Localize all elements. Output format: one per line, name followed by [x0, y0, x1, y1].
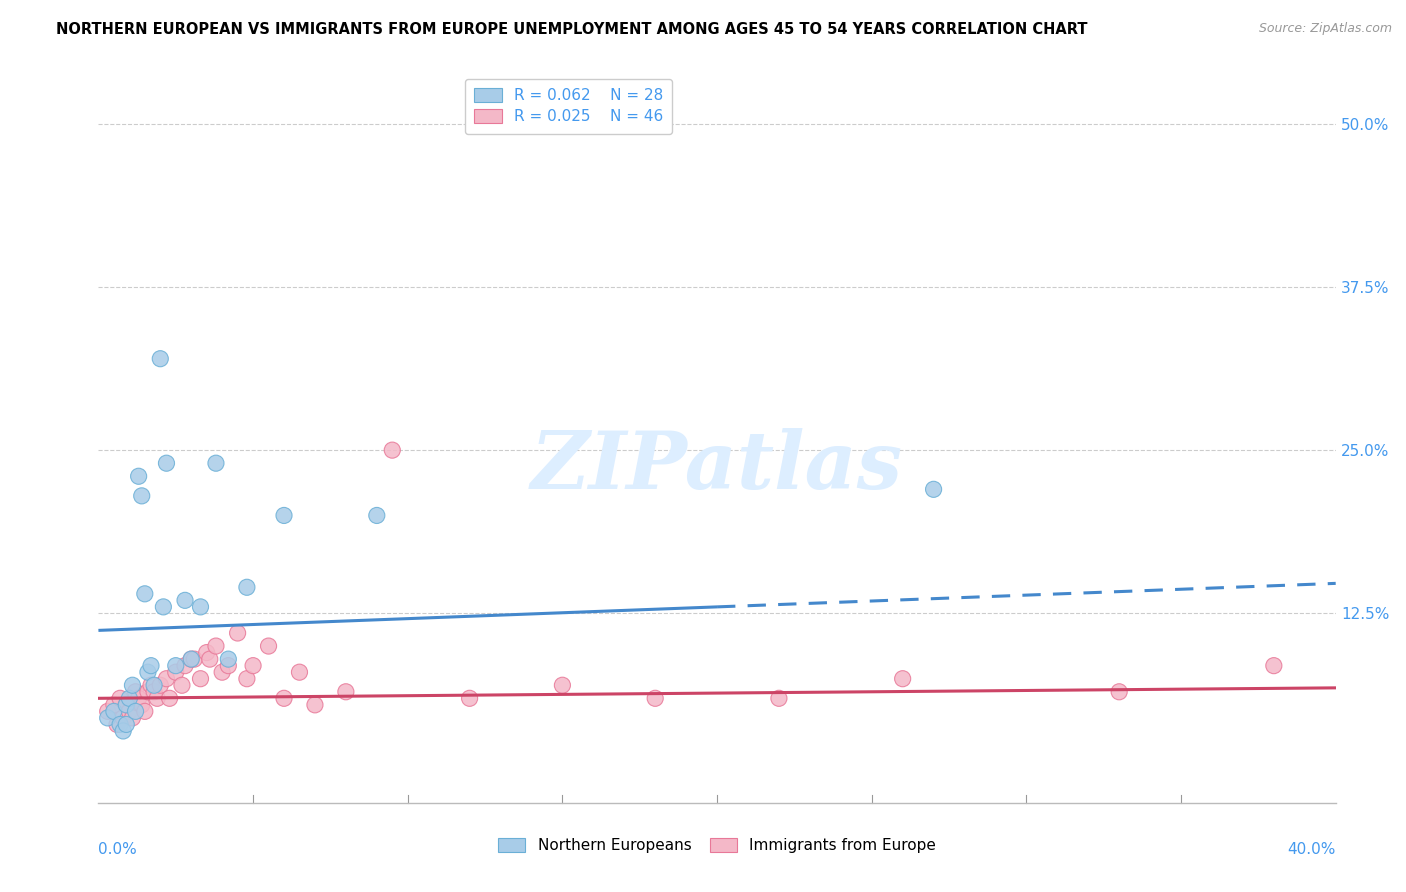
Ellipse shape [100, 710, 115, 726]
Ellipse shape [149, 690, 166, 706]
Ellipse shape [134, 488, 150, 504]
Ellipse shape [128, 684, 143, 700]
Legend: Northern Europeans, Immigrants from Europe: Northern Europeans, Immigrants from Euro… [491, 830, 943, 861]
Ellipse shape [177, 592, 193, 608]
Ellipse shape [146, 684, 162, 700]
Ellipse shape [368, 508, 385, 524]
Ellipse shape [554, 677, 571, 693]
Ellipse shape [894, 671, 911, 687]
Ellipse shape [105, 703, 122, 720]
Ellipse shape [134, 697, 150, 713]
Ellipse shape [239, 671, 254, 687]
Ellipse shape [124, 710, 141, 726]
Ellipse shape [105, 697, 122, 713]
Ellipse shape [177, 657, 193, 673]
Ellipse shape [121, 690, 138, 706]
Ellipse shape [201, 651, 218, 667]
Ellipse shape [167, 665, 184, 681]
Ellipse shape [131, 690, 146, 706]
Ellipse shape [221, 657, 236, 673]
Ellipse shape [159, 671, 174, 687]
Ellipse shape [152, 677, 169, 693]
Ellipse shape [146, 677, 162, 693]
Ellipse shape [139, 665, 156, 681]
Ellipse shape [245, 657, 262, 673]
Text: Source: ZipAtlas.com: Source: ZipAtlas.com [1258, 22, 1392, 36]
Ellipse shape [208, 638, 224, 654]
Ellipse shape [221, 651, 236, 667]
Ellipse shape [118, 697, 135, 713]
Ellipse shape [307, 697, 323, 713]
Ellipse shape [139, 684, 156, 700]
Ellipse shape [276, 508, 292, 524]
Ellipse shape [174, 677, 190, 693]
Ellipse shape [121, 703, 138, 720]
Ellipse shape [384, 442, 401, 458]
Ellipse shape [198, 645, 215, 661]
Ellipse shape [118, 697, 135, 713]
Ellipse shape [1111, 684, 1128, 700]
Ellipse shape [112, 690, 128, 706]
Text: ZIPatlas: ZIPatlas [531, 427, 903, 505]
Ellipse shape [152, 351, 169, 367]
Ellipse shape [115, 723, 131, 739]
Ellipse shape [260, 638, 277, 654]
Ellipse shape [143, 677, 159, 693]
Text: 0.0%: 0.0% [98, 842, 138, 857]
Ellipse shape [770, 690, 787, 706]
Ellipse shape [124, 677, 141, 693]
Ellipse shape [276, 690, 292, 706]
Ellipse shape [131, 468, 146, 484]
Ellipse shape [186, 651, 202, 667]
Ellipse shape [118, 716, 135, 732]
Ellipse shape [100, 703, 115, 720]
Ellipse shape [461, 690, 478, 706]
Ellipse shape [229, 625, 246, 641]
Ellipse shape [193, 671, 208, 687]
Ellipse shape [112, 716, 128, 732]
Ellipse shape [155, 599, 172, 615]
Ellipse shape [115, 710, 131, 726]
Ellipse shape [136, 586, 153, 602]
Ellipse shape [183, 651, 200, 667]
Ellipse shape [647, 690, 664, 706]
Ellipse shape [143, 657, 159, 673]
Ellipse shape [167, 657, 184, 673]
Text: NORTHERN EUROPEAN VS IMMIGRANTS FROM EUROPE UNEMPLOYMENT AMONG AGES 45 TO 54 YEA: NORTHERN EUROPEAN VS IMMIGRANTS FROM EUR… [56, 22, 1088, 37]
Ellipse shape [337, 684, 354, 700]
Ellipse shape [208, 455, 224, 471]
Ellipse shape [108, 716, 125, 732]
Ellipse shape [214, 665, 231, 681]
Ellipse shape [136, 703, 153, 720]
Ellipse shape [1265, 657, 1282, 673]
Ellipse shape [183, 651, 200, 667]
Ellipse shape [193, 599, 208, 615]
Text: 40.0%: 40.0% [1288, 842, 1336, 857]
Ellipse shape [162, 690, 177, 706]
Ellipse shape [925, 482, 942, 498]
Ellipse shape [159, 455, 174, 471]
Ellipse shape [291, 665, 308, 681]
Ellipse shape [239, 579, 254, 595]
Ellipse shape [128, 703, 143, 720]
